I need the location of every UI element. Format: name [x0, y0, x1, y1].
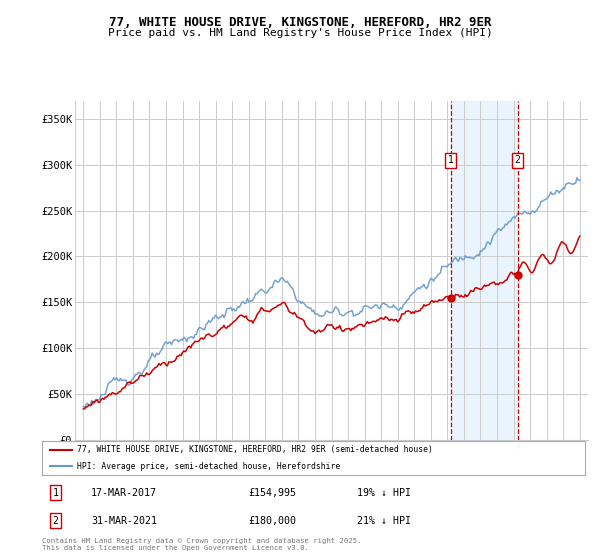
Text: 77, WHITE HOUSE DRIVE, KINGSTONE, HEREFORD, HR2 9ER (semi-detached house): 77, WHITE HOUSE DRIVE, KINGSTONE, HEREFO… — [77, 445, 433, 454]
Text: Contains HM Land Registry data © Crown copyright and database right 2025.
This d: Contains HM Land Registry data © Crown c… — [42, 538, 361, 550]
Text: £180,000: £180,000 — [248, 516, 296, 526]
Text: 1: 1 — [448, 155, 454, 165]
Text: 31-MAR-2021: 31-MAR-2021 — [91, 516, 157, 526]
Text: 2: 2 — [53, 516, 59, 526]
Text: 21% ↓ HPI: 21% ↓ HPI — [357, 516, 411, 526]
Text: 17-MAR-2017: 17-MAR-2017 — [91, 488, 157, 498]
Bar — [451, 101, 518, 440]
Text: 2: 2 — [515, 155, 521, 165]
Text: 19% ↓ HPI: 19% ↓ HPI — [357, 488, 411, 498]
Text: 77, WHITE HOUSE DRIVE, KINGSTONE, HEREFORD, HR2 9ER: 77, WHITE HOUSE DRIVE, KINGSTONE, HEREFO… — [109, 16, 491, 29]
Text: £154,995: £154,995 — [248, 488, 296, 498]
Text: HPI: Average price, semi-detached house, Herefordshire: HPI: Average price, semi-detached house,… — [77, 462, 341, 471]
Text: Price paid vs. HM Land Registry's House Price Index (HPI): Price paid vs. HM Land Registry's House … — [107, 28, 493, 38]
Text: 1: 1 — [53, 488, 59, 498]
